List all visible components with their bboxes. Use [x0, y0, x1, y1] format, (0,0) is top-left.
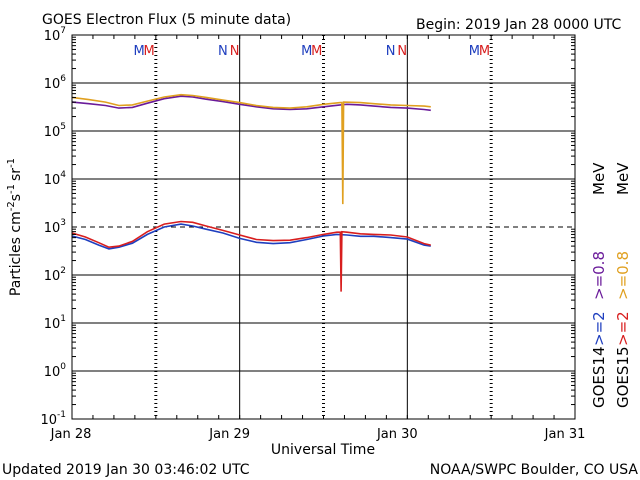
mn-marker: M [133, 44, 144, 59]
series-line-3 [71, 220, 431, 292]
legend-entry: MeV [614, 162, 632, 195]
y-tick-label: 101 [44, 314, 66, 332]
legend-entry: >=0.8 [590, 251, 608, 300]
mn-marker: N [386, 44, 396, 59]
y-tick-base: 10 [44, 125, 61, 140]
y-tick-exp: -1 [57, 410, 66, 420]
mn-marker: N [230, 44, 240, 59]
legend-entry: GOES14 [590, 346, 608, 408]
series-line-0 [71, 95, 431, 112]
legend-entry: >=2 [614, 311, 632, 346]
y-axis-label-exp1: -2 [6, 201, 17, 211]
y-tick-base: 10 [44, 221, 61, 236]
y-tick-exp: 4 [60, 170, 66, 180]
y-tick-exp: 3 [60, 218, 66, 228]
x-tick-label: Jan 29 [208, 427, 250, 442]
y-axis-label-exp3: -1 [6, 158, 17, 168]
data-series [71, 93, 431, 292]
mn-marker: M [144, 44, 155, 59]
x-axis-label: Universal Time [271, 442, 375, 458]
source-label: NOAA/SWPC Boulder, CO USA [430, 462, 639, 478]
y-tick-exp: 6 [60, 74, 66, 84]
legend-entry: MeV [590, 162, 608, 195]
y-tick-exp: 2 [60, 266, 66, 276]
x-tick-label: Jan 30 [376, 427, 418, 442]
legend-entry: GOES15 [614, 346, 632, 408]
mn-marker: N [218, 44, 228, 59]
mn-marker: M [301, 44, 312, 59]
y-tick-exp: 1 [60, 314, 66, 324]
x-tick-label: Jan 28 [50, 427, 92, 442]
y-tick-label: 102 [44, 266, 66, 284]
y-tick-label: 104 [44, 170, 67, 188]
y-tick-label: 103 [44, 218, 66, 236]
y-tick-base: 10 [44, 269, 61, 284]
mn-marker: M [311, 44, 322, 59]
y-tick-base: 10 [44, 77, 61, 92]
chart-title: GOES Electron Flux (5 minute data) [42, 12, 291, 28]
mn-marker: M [469, 44, 480, 59]
y-axis-label-s: s [8, 194, 24, 201]
y-axis-label-exp2: -1 [6, 184, 17, 194]
y-tick-base: 10 [44, 173, 61, 188]
legend-entry: >=0.8 [614, 251, 632, 300]
y-tick-exp: 7 [60, 26, 66, 36]
y-axis-label: Particles cm-2s-1sr-1 [6, 158, 24, 296]
y-tick-label: 107 [44, 26, 66, 44]
y-tick-label: 100 [44, 362, 67, 380]
y-tick-base: 10 [44, 365, 61, 380]
updated-label: Updated 2019 Jan 30 03:46:02 UTC [2, 462, 250, 478]
y-tick-base: 10 [40, 413, 57, 428]
y-tick-exp: 5 [60, 122, 66, 132]
y-tick-base: 10 [44, 317, 61, 332]
begin-label: Begin: 2019 Jan 28 0000 UTC [416, 17, 621, 33]
y-axis-label-sr: sr [8, 168, 24, 181]
mn-markers: MM MM MMN N N N [133, 44, 490, 59]
y-tick-label: 106 [44, 74, 67, 92]
x-axis-ticks: Jan 28 Jan 29 Jan 30 Jan 31 [50, 35, 586, 442]
y-tick-label: 105 [44, 122, 66, 140]
y-tick-base: 10 [44, 29, 61, 44]
series-line-1 [71, 93, 431, 205]
x-tick-label: Jan 31 [544, 427, 586, 442]
y-tick-label: 10-1 [40, 410, 66, 428]
legend-entry: >=2 [590, 311, 608, 346]
series-line-2 [71, 223, 431, 250]
y-tick-exp: 0 [60, 362, 66, 372]
mn-marker: N [397, 44, 407, 59]
mn-marker: M [479, 44, 490, 59]
y-axis-label-base: Particles cm [8, 211, 24, 296]
